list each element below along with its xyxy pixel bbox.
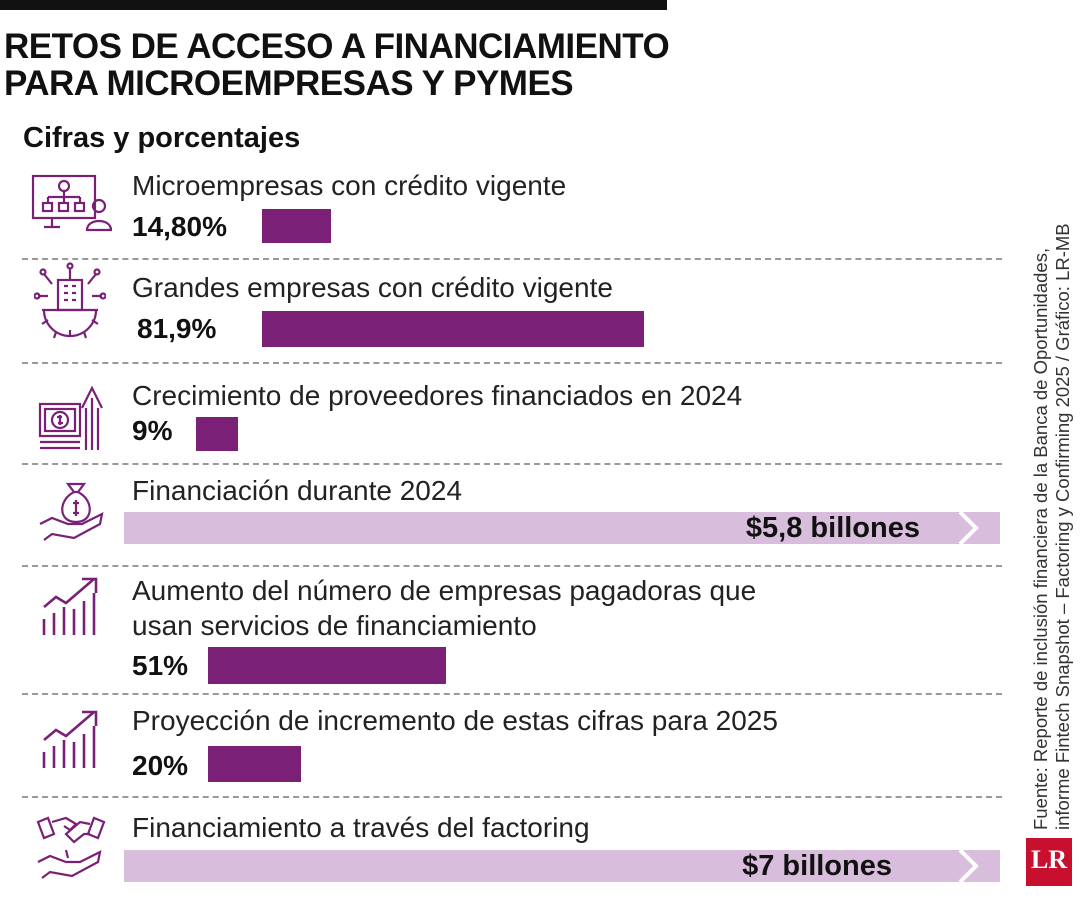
separator <box>22 258 1002 260</box>
row7-value: $7 billones <box>742 850 892 882</box>
top-rule <box>0 0 667 10</box>
chevron-right-icon <box>958 512 979 544</box>
row4-label: Financiación durante 2024 <box>132 475 463 506</box>
row5-label: Aumento del número de empresas pagadoras… <box>132 575 757 606</box>
row4-value: $5,8 billones <box>745 512 920 544</box>
row3-bar <box>196 417 238 451</box>
row1-bar <box>262 209 331 243</box>
row3-label: Crecimiento de proveedores financiados e… <box>132 380 743 411</box>
row4-band <box>124 512 1000 544</box>
chevron-right-icon <box>958 850 979 882</box>
row1-label: Microempresas con crédito vigente <box>132 170 567 201</box>
lr-logo: LR <box>1026 838 1072 886</box>
row1-value: 14,80% <box>132 211 227 242</box>
building-gear-icon <box>34 262 106 339</box>
row5-bar <box>208 647 446 684</box>
source-line-2: informe Fintech Snapshot – Factoring y C… <box>1052 223 1073 830</box>
money-bag-hand-icon <box>39 482 104 541</box>
separator <box>22 796 1002 798</box>
row6-value: 20% <box>132 750 189 781</box>
source-note: Fuente: Reporte de inclusión financiera … <box>1030 90 1074 830</box>
title-line-2: PARA MICROEMPRESAS Y PYMES <box>4 64 574 103</box>
row3-value: 9% <box>132 415 173 446</box>
row6-bar <box>208 746 301 782</box>
page-title: RETOS DE ACCESO A FINANCIAMIENTO PARA MI… <box>4 28 704 102</box>
org-chart-user-icon <box>31 174 112 232</box>
source-line-1: Fuente: Reporte de inclusión financiera … <box>1030 247 1051 830</box>
money-arrow-up-icon <box>38 385 103 450</box>
row2-label: Grandes empresas con crédito vigente <box>132 272 613 303</box>
row5-label-line2: usan servicios de financiamiento <box>132 610 537 641</box>
title-line-1: RETOS DE ACCESO A FINANCIAMIENTO <box>4 27 670 66</box>
growth-chart-icon <box>42 577 98 635</box>
row7-label: Financiamiento a través del factoring <box>132 812 590 843</box>
row2-value: 81,9% <box>137 313 217 344</box>
separator <box>22 463 1002 465</box>
row5-value: 51% <box>132 650 189 681</box>
subtitle: Cifras y porcentajes <box>23 122 301 154</box>
lr-logo-text: LR <box>1030 845 1068 874</box>
row2-bar <box>262 311 644 347</box>
row6-label: Proyección de incremento de estas cifras… <box>132 705 778 736</box>
separator <box>22 565 1002 567</box>
separator <box>22 693 1002 695</box>
separator <box>22 362 1002 364</box>
row7-band <box>124 850 1000 882</box>
handshake-icon <box>36 816 106 879</box>
growth-chart-icon <box>42 710 98 768</box>
